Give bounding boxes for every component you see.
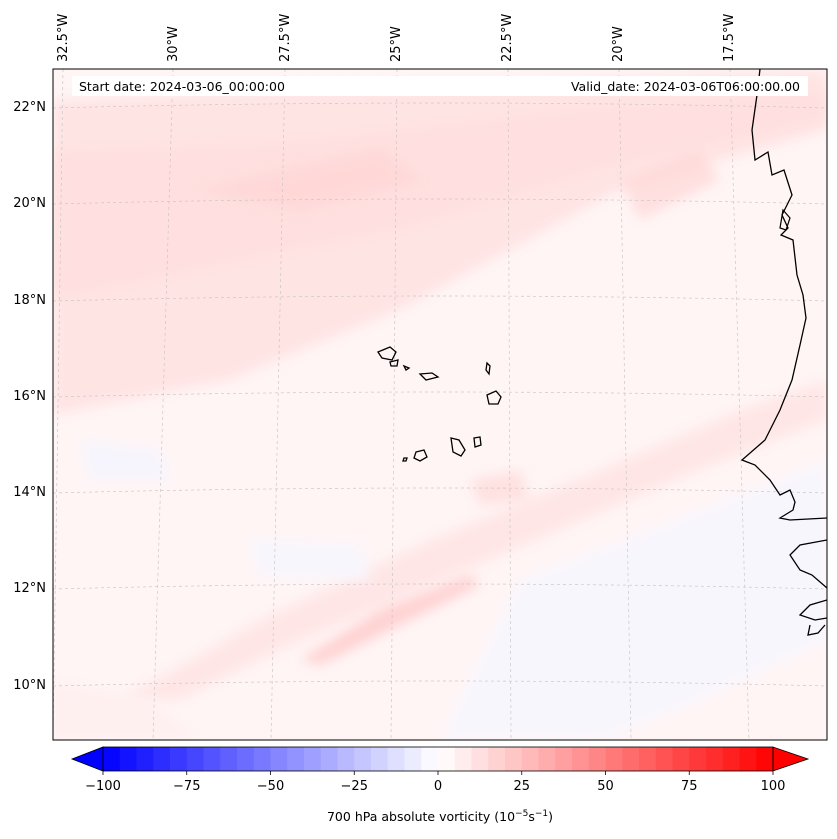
- colorbar-tick-label: 50: [597, 779, 614, 794]
- colorbar-tick-label: −50: [257, 779, 284, 794]
- colorbar-segment: [689, 747, 707, 771]
- colorbar-segment: [454, 747, 473, 771]
- lon-label: 22.5°W: [500, 14, 515, 62]
- colorbar-segment: [354, 747, 372, 771]
- map-frame: [52, 68, 828, 741]
- colorbar-segment: [337, 747, 355, 771]
- colorbar-label: 700 hPa absolute vorticity (10−5s−1): [327, 809, 553, 824]
- colorbar-segment: [555, 747, 573, 771]
- map-area: Start date: 2024-03-06_00:00:00 Valid_da…: [53, 69, 827, 740]
- colorbar-segment: [488, 747, 506, 771]
- colorbar-segment: [471, 747, 489, 771]
- colorbar-tick-label: 25: [513, 779, 530, 794]
- coastline-island-top: [779, 208, 791, 231]
- colorbar-segment: [371, 747, 389, 771]
- lat-label: 22°N: [13, 100, 46, 115]
- colorbar-segment: [505, 747, 523, 771]
- colorbar-segment: [153, 747, 171, 771]
- lat-label: 18°N: [13, 293, 46, 308]
- coastline-south: [789, 539, 827, 636]
- gridlines: [53, 69, 827, 740]
- colorbar-tick-label: 75: [681, 779, 698, 794]
- colorbar-segment: [655, 747, 674, 771]
- colorbar-ticks: −100 −75 −50 −25 0 25 50 75 100: [85, 771, 785, 794]
- lat-label: 10°N: [13, 678, 46, 693]
- colorbar-segment: [119, 747, 138, 771]
- colorbar-segment: [421, 747, 439, 771]
- start-date: Start date: 2024-03-06_00:00:00: [79, 79, 285, 94]
- cape-verde-islands: [377, 346, 502, 462]
- colorbar-segment: [220, 747, 238, 771]
- colorbar-segment: [304, 747, 322, 771]
- longitude-labels: 32.5°W 30°W 27.5°W 25°W 22.5°W 20°W 17.5…: [56, 14, 737, 62]
- colorbar-segment: [672, 747, 690, 771]
- lon-label: 30°W: [166, 26, 181, 62]
- colorbar-segment: [203, 747, 221, 771]
- lon-label: 32.5°W: [56, 14, 71, 62]
- colorbar-segment: [287, 747, 305, 771]
- colorbar-segment: [622, 747, 640, 771]
- colorbar-segment: [320, 747, 339, 771]
- coastline-west-africa: [740, 69, 827, 521]
- colorbar-tick-label: −25: [341, 779, 368, 794]
- colorbar-segment: [270, 747, 288, 771]
- colorbar-segment: [756, 747, 774, 771]
- colorbar-segments: [103, 747, 774, 771]
- colorbar-tick-label: −100: [85, 779, 121, 794]
- colorbar-segment: [186, 747, 205, 771]
- colorbar-segment: [136, 747, 154, 771]
- colorbar-segment: [521, 747, 540, 771]
- colorbar-segment: [722, 747, 741, 771]
- lat-label: 20°N: [13, 196, 46, 211]
- colorbar-segment: [739, 747, 757, 771]
- colorbar-tick-label: 0: [434, 779, 442, 794]
- colorbar-segment: [387, 747, 406, 771]
- vorticity-shading: [53, 70, 827, 740]
- lat-label: 12°N: [13, 581, 46, 596]
- colorbar-segment: [103, 747, 121, 771]
- date-banner: [72, 76, 808, 96]
- lat-label: 14°N: [13, 485, 46, 500]
- colorbar-segment: [706, 747, 724, 771]
- colorbar-segment: [170, 747, 188, 771]
- colorbar-segment: [438, 747, 456, 771]
- lon-label: 20°W: [611, 26, 626, 62]
- colorbar-tick-label: 100: [761, 779, 786, 794]
- colorbar-extend-min: [70, 746, 104, 772]
- colorbar-segment: [253, 747, 272, 771]
- lon-label: 25°W: [389, 26, 404, 62]
- colorbar: −100 −75 −50 −25 0 25 50 75 100 700 hPa absolute…: [70, 746, 810, 824]
- colorbar-segment: [639, 747, 657, 771]
- lon-label: 17.5°W: [722, 14, 737, 62]
- lon-label: 27.5°W: [278, 14, 293, 62]
- colorbar-segment: [404, 747, 422, 771]
- colorbar-segment: [588, 747, 607, 771]
- latitude-labels: 22°N 20°N 18°N 16°N 14°N 12°N 10°N: [13, 100, 46, 693]
- colorbar-extend-max: [772, 746, 810, 772]
- lat-label: 16°N: [13, 389, 46, 404]
- colorbar-segment: [572, 747, 590, 771]
- colorbar-segment: [605, 747, 623, 771]
- valid-date: Valid_date: 2024-03-06T06:00:00.00: [571, 79, 800, 94]
- colorbar-segment: [237, 747, 255, 771]
- colorbar-tick-label: −75: [173, 779, 200, 794]
- colorbar-segment: [538, 747, 556, 771]
